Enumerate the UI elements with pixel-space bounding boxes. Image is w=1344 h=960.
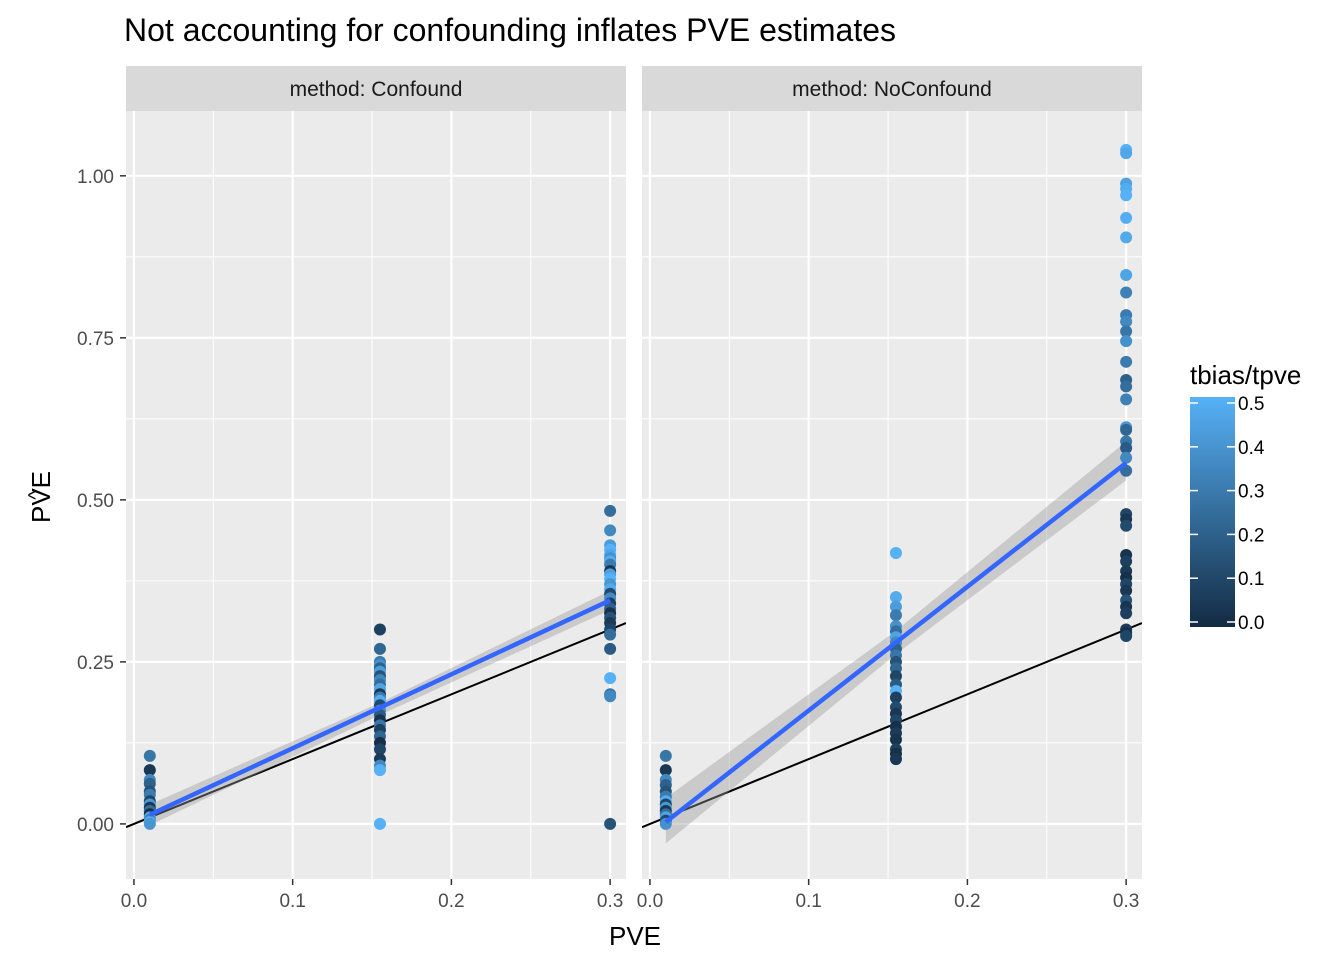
data-point xyxy=(1120,315,1133,328)
facet-strip xyxy=(642,66,1142,111)
data-point xyxy=(143,817,156,830)
data-point xyxy=(1120,189,1133,202)
data-point xyxy=(373,817,386,830)
data-point xyxy=(1120,380,1133,393)
data-point xyxy=(889,733,902,746)
facet-strip-label: method: NoConfound xyxy=(792,78,992,101)
panel-1: method: Confound 0.0 0.1 0.2 0.3 xyxy=(121,66,626,912)
data-point xyxy=(1120,355,1133,368)
data-point xyxy=(659,749,672,762)
colorbar-tick-label: 0.3 xyxy=(1238,482,1264,503)
data-point xyxy=(604,690,617,703)
facet-strip-label: method: Confound xyxy=(290,78,463,101)
data-point xyxy=(604,504,617,517)
data-point xyxy=(889,691,902,704)
data-point xyxy=(1120,211,1133,224)
data-point xyxy=(889,591,902,604)
data-point xyxy=(889,609,902,622)
data-point xyxy=(1120,423,1133,436)
chart-title: Not accounting for confounding inflates … xyxy=(124,12,896,48)
data-point xyxy=(1120,629,1133,642)
data-point xyxy=(373,623,386,636)
data-point xyxy=(889,670,902,683)
colorbar-tick-label: 0.1 xyxy=(1238,569,1264,590)
y-axis-title-hat: ^ xyxy=(25,490,47,500)
data-point xyxy=(604,628,617,641)
colorbar-tick-label: 0.2 xyxy=(1238,525,1264,546)
data-point xyxy=(1120,442,1133,455)
colorbar-tick-label: 0.0 xyxy=(1238,613,1264,634)
y-tick-label: 1.00 xyxy=(77,167,114,188)
panel-plot-area xyxy=(642,143,1142,844)
data-point xyxy=(604,817,617,830)
data-point xyxy=(604,642,617,655)
colorbar-legend: tbias/tpve 0.0 0.1 0.2 0.3 0.4 0.5 xyxy=(1190,360,1301,634)
data-point xyxy=(143,764,156,777)
x-tick-label: 0.2 xyxy=(438,891,464,912)
colorbar-tick-label: 0.5 xyxy=(1238,394,1264,415)
data-point xyxy=(1120,555,1133,568)
y-tick-label: 0.75 xyxy=(77,329,114,350)
x-tick-label: 0.0 xyxy=(121,891,147,912)
data-point xyxy=(1120,451,1133,464)
data-point xyxy=(659,764,672,777)
data-point xyxy=(373,642,386,655)
panel-plot-area xyxy=(126,504,626,830)
data-point xyxy=(373,764,386,777)
data-point xyxy=(373,743,386,756)
data-point xyxy=(1120,335,1133,348)
data-point xyxy=(1120,286,1133,299)
legend-title: tbias/tpve xyxy=(1190,360,1301,390)
data-point xyxy=(604,672,617,685)
y-tick-label: 0.00 xyxy=(77,815,114,836)
data-point xyxy=(1120,393,1133,406)
x-tick-label: 0.3 xyxy=(1113,891,1139,912)
data-point xyxy=(1120,147,1133,160)
data-point xyxy=(604,524,617,537)
data-point xyxy=(1120,268,1133,281)
data-point xyxy=(1120,607,1133,620)
x-tick-label: 0.0 xyxy=(637,891,663,912)
panel-2: method: NoConfound 0.0 0.1 0.2 0.3 xyxy=(637,66,1142,912)
data-point xyxy=(1120,231,1133,244)
facet-strip xyxy=(126,66,626,111)
x-tick-label: 0.3 xyxy=(597,891,623,912)
y-tick-label: 0.50 xyxy=(77,491,114,512)
y-tick-label: 0.25 xyxy=(77,653,114,674)
regression-fit-line xyxy=(664,461,1128,824)
x-tick-label: 0.1 xyxy=(279,891,305,912)
regression-fit-line xyxy=(148,598,612,817)
x-tick-label: 0.2 xyxy=(954,891,980,912)
data-point xyxy=(1120,584,1133,597)
y-axis: 0.00 0.25 0.50 0.75 1.00 xyxy=(77,167,126,836)
x-axis-title: PVE xyxy=(609,921,661,951)
data-point xyxy=(1120,325,1133,338)
data-point xyxy=(1120,519,1133,532)
data-point xyxy=(889,600,902,613)
colorbar xyxy=(1190,397,1235,627)
y-axis-title: PVE xyxy=(26,471,56,523)
data-point xyxy=(143,749,156,762)
x-tick-label: 0.1 xyxy=(795,891,821,912)
data-point xyxy=(889,547,902,560)
y-axis-title-group: PVE ^ xyxy=(25,471,56,523)
data-point xyxy=(889,753,902,766)
colorbar-tick-label: 0.4 xyxy=(1238,438,1265,459)
